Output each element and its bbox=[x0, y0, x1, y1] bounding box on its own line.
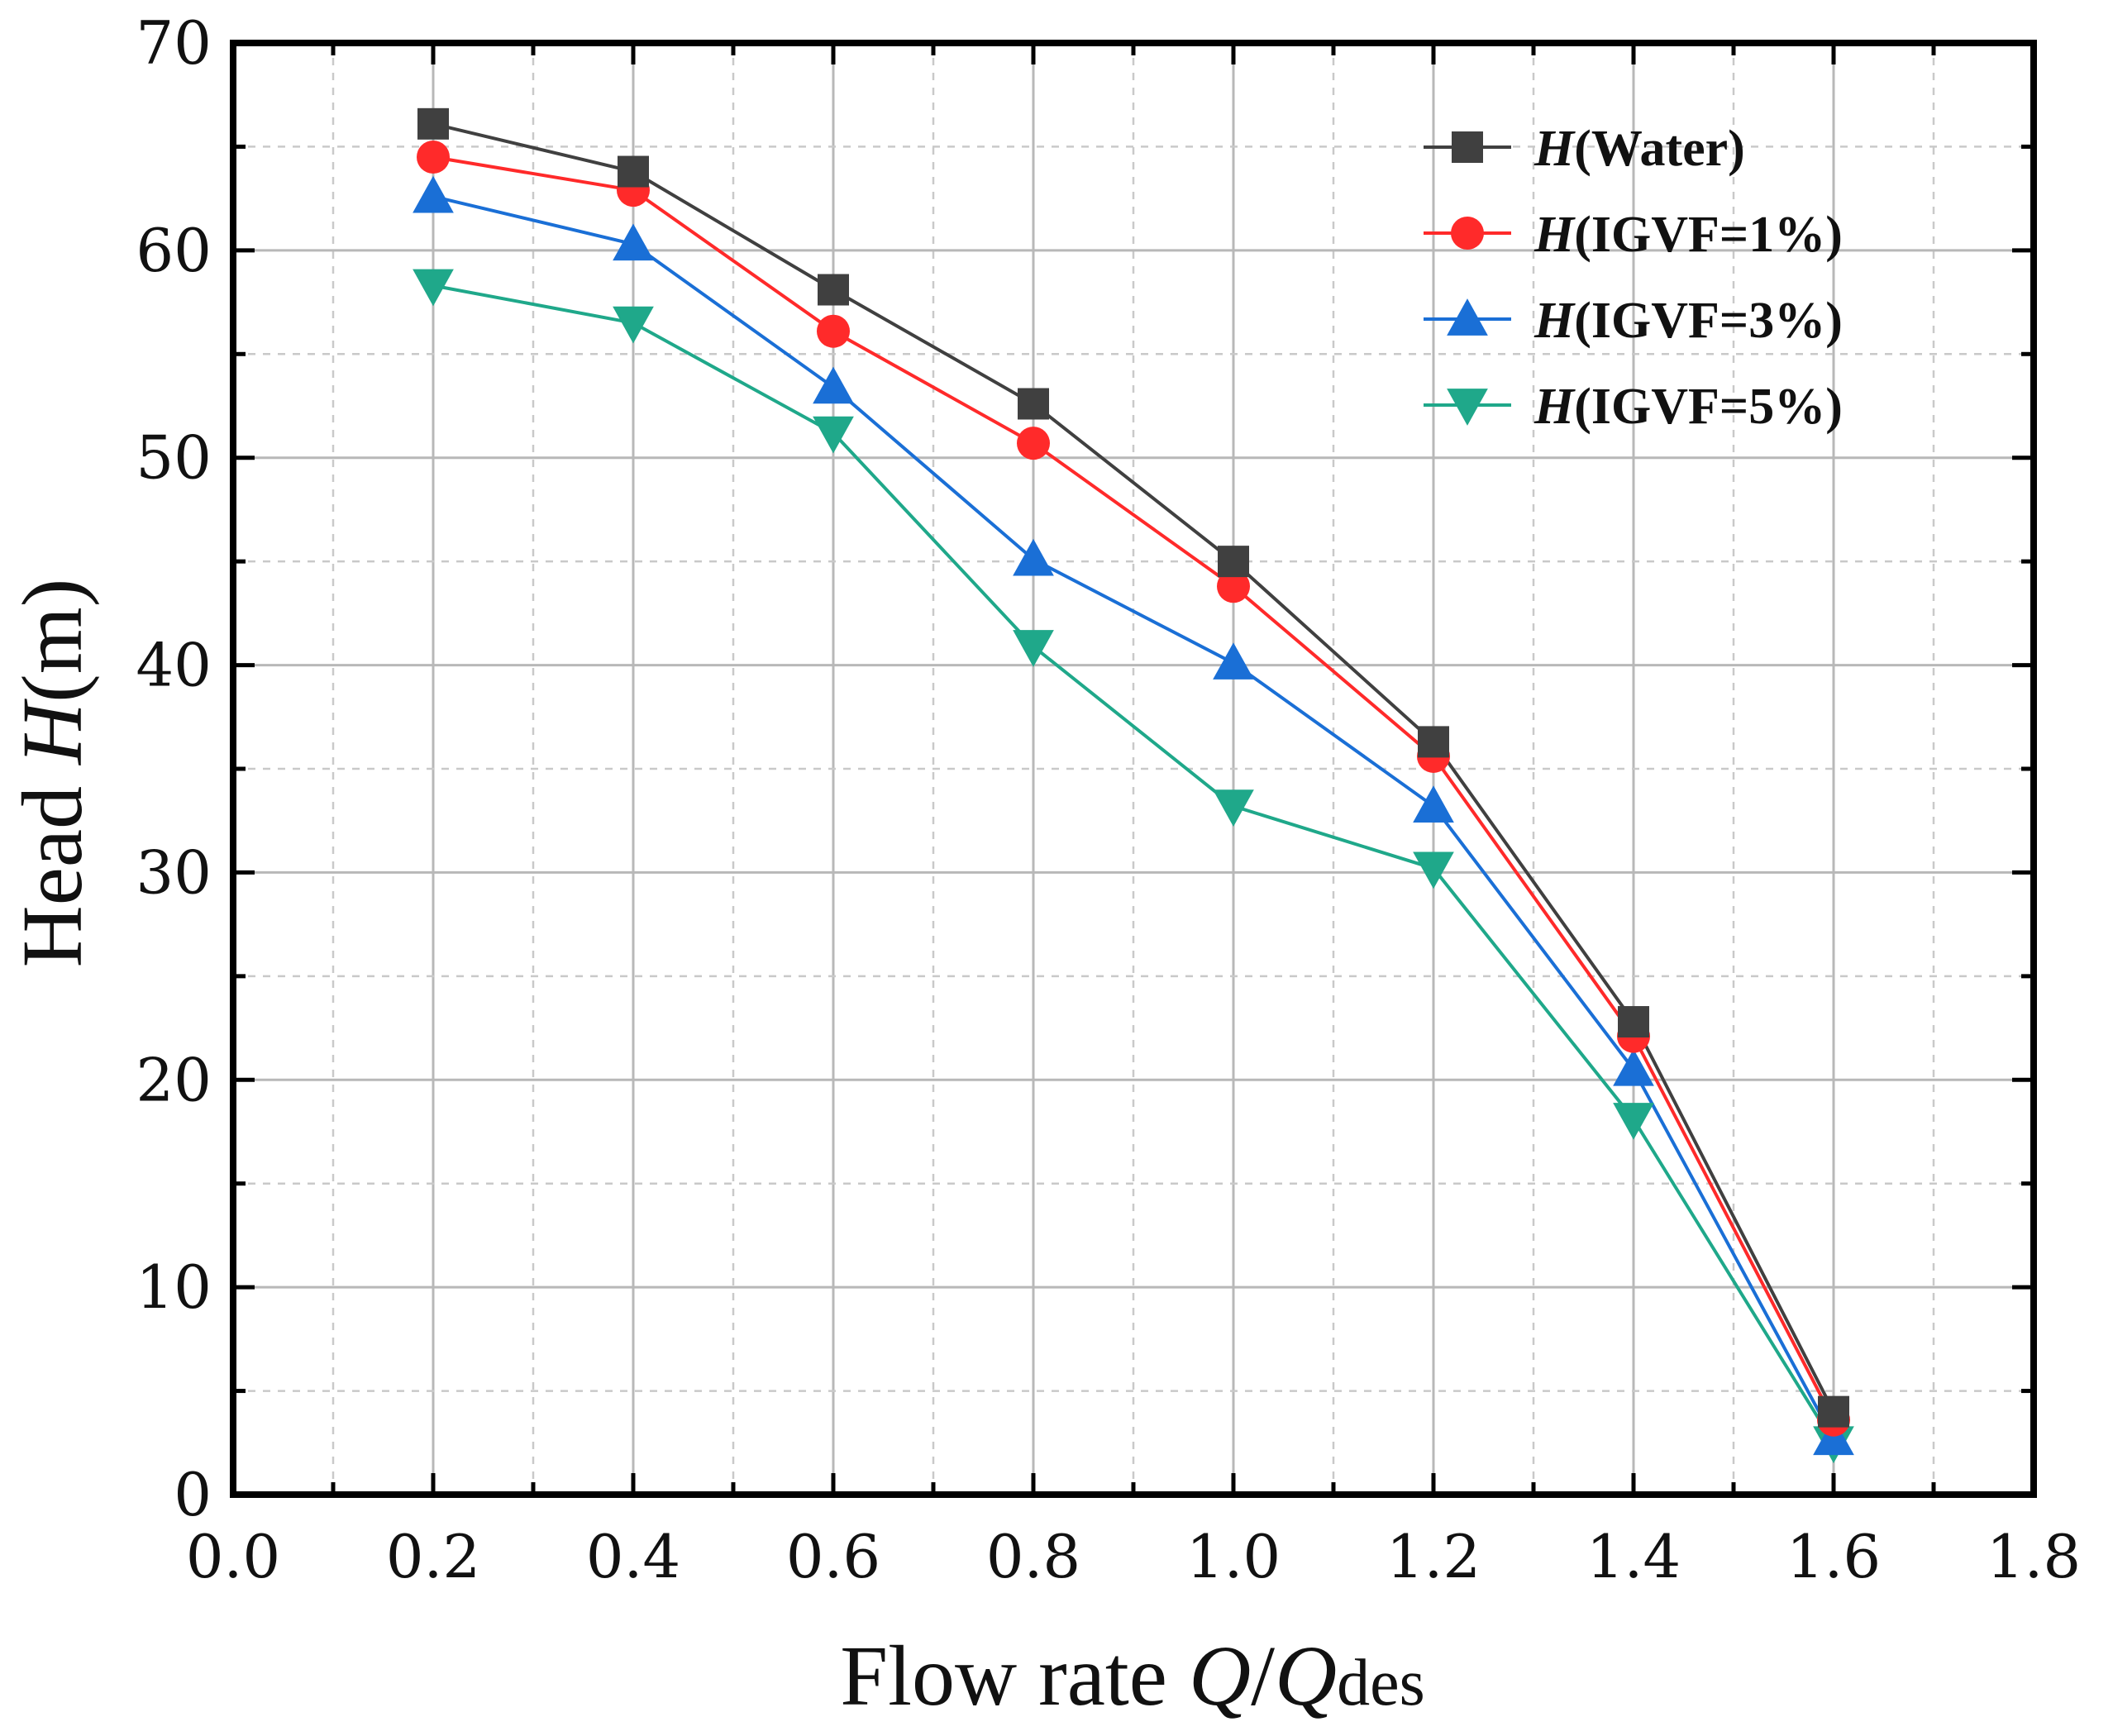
data-point bbox=[1018, 388, 1049, 420]
x-tick-label: 1.2 bbox=[1386, 1522, 1481, 1591]
data-point bbox=[417, 140, 450, 174]
data-point bbox=[613, 223, 654, 261]
legend-marker-shape bbox=[1451, 217, 1484, 250]
data-point bbox=[413, 175, 454, 213]
legend-label-igvf-3: H(IGVF=3%) bbox=[1533, 293, 1843, 349]
x-tick-label: 1.0 bbox=[1186, 1522, 1281, 1591]
x-tick-label: 0.6 bbox=[786, 1522, 881, 1591]
x-tick-label: 0.8 bbox=[986, 1522, 1081, 1591]
y-tick-label: 50 bbox=[136, 423, 212, 493]
y-axis-title: Head H(m) bbox=[5, 579, 100, 968]
data-point bbox=[1013, 538, 1054, 576]
data-point bbox=[1618, 1006, 1649, 1038]
legend-item-igvf-5: H(IGVF=5%) bbox=[1424, 379, 1843, 435]
data-point bbox=[1013, 630, 1054, 667]
legend-label-igvf-1: H(IGVF=1%) bbox=[1533, 207, 1843, 263]
series-line-0 bbox=[432, 122, 1835, 1413]
legend-marker-igvf-1 bbox=[1451, 217, 1484, 250]
data-point bbox=[613, 306, 654, 344]
data-point bbox=[813, 366, 854, 404]
y-tick-label: 30 bbox=[136, 837, 212, 907]
data-point bbox=[1613, 1103, 1654, 1140]
legend-marker-shape bbox=[1447, 298, 1488, 336]
data-point bbox=[413, 269, 454, 307]
series-line-2 bbox=[432, 194, 1835, 1440]
x-tick-label: 0.0 bbox=[186, 1522, 281, 1591]
series-line-3 bbox=[432, 284, 1835, 1444]
data-point bbox=[1213, 789, 1254, 827]
series-lines bbox=[432, 122, 1835, 1444]
data-point bbox=[618, 155, 649, 188]
data-point bbox=[1017, 427, 1050, 460]
data-point bbox=[1213, 642, 1254, 680]
legend-marker-shape bbox=[1447, 389, 1488, 426]
data-point bbox=[417, 107, 449, 140]
data-point bbox=[818, 274, 849, 306]
legend-item-water: H(Water) bbox=[1424, 121, 1745, 177]
data-point bbox=[1813, 1418, 1854, 1456]
x-tick-label: 1.4 bbox=[1586, 1522, 1681, 1591]
series-markers bbox=[413, 107, 1854, 1464]
x-tick-label: 1.6 bbox=[1786, 1522, 1882, 1591]
axis-ticks bbox=[231, 41, 2036, 1497]
data-point bbox=[1418, 726, 1449, 758]
data-point bbox=[813, 416, 854, 454]
data-point bbox=[1413, 785, 1454, 823]
y-tick-label: 40 bbox=[136, 631, 212, 700]
data-point bbox=[1217, 570, 1250, 603]
y-tick-label: 60 bbox=[136, 216, 212, 285]
data-point bbox=[1413, 851, 1454, 889]
y-tick-label: 0 bbox=[174, 1460, 212, 1529]
y-tick-label: 20 bbox=[136, 1045, 212, 1114]
legend-label-water: H(Water) bbox=[1533, 121, 1745, 177]
legend: H(Water) H(IGVF=1%) H(IGVF=3%) H(IGVF=5%… bbox=[1424, 121, 1843, 435]
legend-marker-shape bbox=[1452, 131, 1483, 163]
legend-label-igvf-5: H(IGVF=5%) bbox=[1533, 379, 1843, 435]
series-line-1 bbox=[432, 155, 1835, 1421]
y-tick-label: 10 bbox=[136, 1252, 212, 1322]
legend-item-igvf-3: H(IGVF=3%) bbox=[1424, 293, 1843, 349]
tick-labels: 0.0 0.2 0.4 0.6 0.8 1.0 1.2 1.4 1.6 1.8 0 10 20 30 40 5… bbox=[136, 8, 2081, 1591]
x-tick-label: 1.8 bbox=[1987, 1522, 2082, 1591]
x-tick-label: 0.4 bbox=[586, 1522, 681, 1591]
y-tick-label: 70 bbox=[136, 8, 212, 78]
data-point bbox=[1613, 1048, 1654, 1086]
data-point bbox=[1218, 546, 1249, 578]
x-tick-label: 0.2 bbox=[386, 1522, 481, 1591]
legend-marker-igvf-5 bbox=[1447, 389, 1488, 426]
legend-marker-igvf-3 bbox=[1447, 298, 1488, 336]
legend-item-igvf-1: H(IGVF=1%) bbox=[1424, 207, 1843, 263]
x-axis-title: Flow rate Q/Qdes bbox=[840, 1629, 1424, 1724]
legend-marker-water bbox=[1452, 131, 1483, 163]
data-point bbox=[817, 314, 850, 348]
data-point bbox=[1818, 1395, 1849, 1428]
